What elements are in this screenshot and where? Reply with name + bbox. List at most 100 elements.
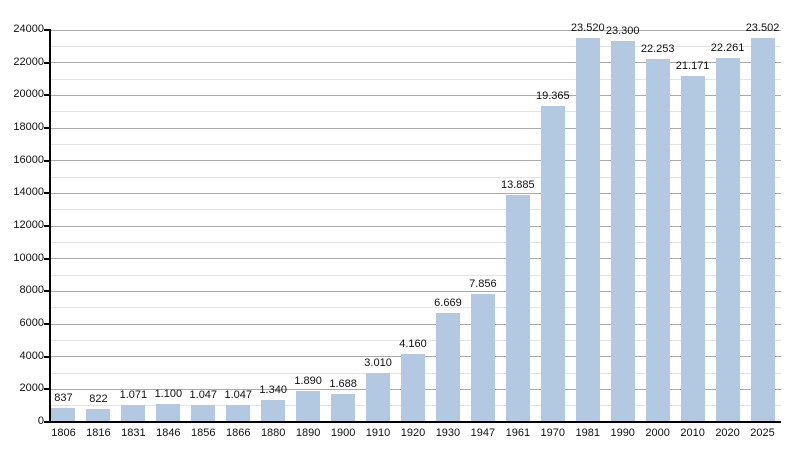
bar-1930 [435,313,460,422]
y-tick-label: 22000 [13,55,44,68]
bar-value-label: 23.502 [745,22,780,35]
y-tick [44,159,50,162]
major-gridline [51,29,781,31]
bar-value-label: 19.365 [535,89,570,102]
bar-value-label: 1.071 [119,388,148,401]
minor-gridline [51,143,781,145]
bar-1890 [296,391,321,422]
y-tick-label: 24000 [13,23,44,35]
major-gridline [51,94,781,96]
bar-value-label: 1.688 [329,378,357,391]
minor-gridline [51,339,781,341]
major-gridline [51,192,781,194]
bar-value-label: 7.856 [469,277,497,290]
bar-1806 [51,408,76,422]
x-tick-label: 1970 [540,427,566,439]
y-tick-label: 18000 [13,121,44,133]
x-tick-label: 1866 [225,427,251,439]
y-tick-label: 12000 [13,219,44,231]
major-gridline [51,62,781,64]
x-tick-label: 1920 [400,427,426,439]
x-tick-label: 1831 [121,427,146,439]
minor-gridline [51,241,781,243]
bar-value-label: 822 [89,392,108,405]
bar-1910 [366,372,391,422]
bar-1846 [156,404,181,422]
bar-value-label: 3.010 [364,356,392,369]
bar-2025 [750,38,775,422]
bar-value-label: 4.160 [399,338,427,351]
y-tick [44,192,50,195]
bar-1961 [505,195,530,422]
bar-value-label: 22.261 [710,42,745,55]
bar-value-label: 1.100 [154,388,183,401]
y-tick-label: 2000 [19,382,44,395]
minor-gridline [51,307,781,309]
major-gridline [51,258,781,260]
bar-value-label: 22.253 [640,42,675,55]
minor-gridline [51,274,781,276]
bar-1900 [331,394,356,422]
y-tick-label: 20000 [13,88,44,101]
bar-2010 [680,76,705,422]
x-tick-label: 1846 [156,427,181,439]
bar-value-label: 1.047 [189,388,218,401]
bar-value-label: 21.171 [675,60,710,73]
x-tick-label: 2010 [680,427,705,439]
major-gridline [51,127,781,129]
y-tick-label: 8000 [19,284,44,297]
bar-1981 [575,37,600,422]
y-tick-label: 0 [37,415,44,427]
minor-gridline [51,209,781,211]
x-tick-label: 2000 [645,427,670,439]
y-tick-label: 10000 [13,251,44,264]
bar-1856 [191,404,216,422]
bar-value-label: 1.047 [224,388,252,401]
major-gridline [51,290,781,292]
bar-value-label: 6.669 [434,297,462,310]
bar-value-label: 23.300 [605,25,640,38]
bar-1816 [86,408,111,422]
bar-1970 [540,105,565,422]
y-tick [44,29,50,31]
major-gridline [51,323,781,325]
bar-1880 [261,400,286,422]
y-tick [44,257,50,260]
minor-gridline [51,176,781,178]
x-tick-label: 1816 [86,427,111,439]
y-tick [44,61,50,64]
y-axis [49,29,51,423]
minor-gridline [51,78,781,80]
x-tick-label: 1856 [191,427,216,439]
y-tick [44,225,50,227]
bar-1990 [610,41,635,422]
bar-value-label: 837 [54,392,73,405]
x-tick-label: 1890 [295,427,321,439]
bar-2000 [645,58,670,422]
bar-value-label: 1.340 [259,384,287,397]
x-tick-label: 1880 [260,427,286,439]
bar-value-label: 13.885 [501,179,535,192]
y-tick-label: 6000 [19,317,44,329]
x-tick-label: 1961 [505,427,531,439]
minor-gridline [51,45,781,47]
y-tick [44,421,50,423]
x-tick-label: 1947 [470,427,496,439]
x-axis [49,421,781,423]
y-tick [44,323,50,325]
x-tick-label: 2025 [750,427,775,439]
bar-1947 [470,293,495,422]
y-tick-label: 16000 [13,153,44,166]
x-tick-label: 1990 [610,427,635,439]
bar-2020 [715,58,740,422]
bar-1920 [401,354,425,422]
major-gridline [51,160,781,162]
x-tick-label: 1806 [51,427,76,439]
y-tick [44,127,50,129]
y-tick-label: 4000 [19,349,44,362]
y-tick-label: 14000 [13,186,44,199]
x-tick-label: 1910 [365,427,391,439]
x-tick-label: 1981 [575,427,600,439]
y-tick [44,290,50,293]
